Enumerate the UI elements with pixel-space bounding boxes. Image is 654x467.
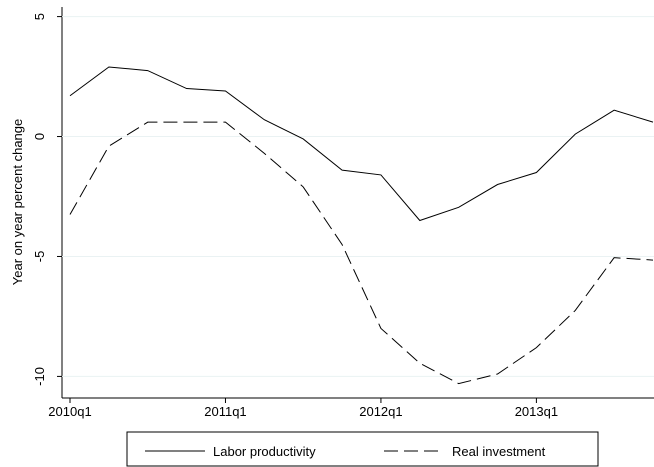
legend-label: Labor productivity [213,444,316,459]
y-tick-label: 0 [32,133,47,140]
x-tick-label: 2012q1 [359,404,402,419]
legend-label: Real investment [452,444,546,459]
legend [126,431,599,467]
y-axis-title: Year on year percent change [10,119,25,285]
y-tick-label: 5 [32,13,47,20]
x-tick-label: 2011q1 [204,404,246,419]
y-tick-label: -5 [32,251,47,263]
x-tick-label: 2013q1 [515,404,558,419]
y-tick-label: -10 [32,367,47,386]
series-line [69,66,654,222]
x-tick-label: 2010q1 [48,404,91,419]
series-line [69,121,654,385]
